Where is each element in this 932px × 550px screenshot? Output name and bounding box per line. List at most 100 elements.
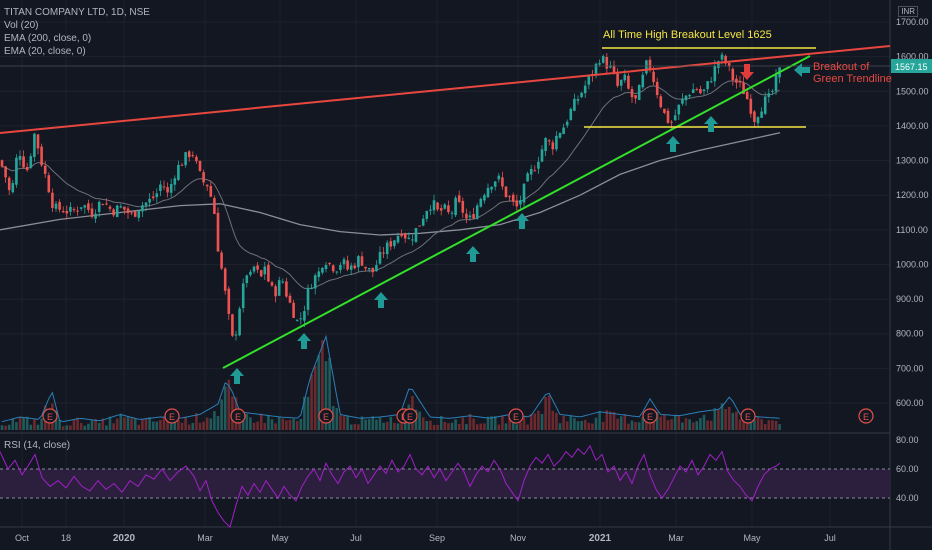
price-axis[interactable]: 1700.00 1600.00 1500.00 1400.00 1300.00 1200.… bbox=[896, 17, 929, 408]
candle-body bbox=[508, 196, 511, 198]
candle-body bbox=[526, 173, 529, 182]
candle-body bbox=[378, 252, 382, 264]
vol-indicator-label[interactable]: Vol (20) bbox=[4, 20, 39, 31]
candle-body bbox=[234, 334, 238, 336]
candle-body bbox=[252, 266, 256, 272]
ema200-indicator-label[interactable]: EMA (200, close, 0) bbox=[4, 33, 92, 44]
earnings-marker-label: E bbox=[169, 412, 175, 422]
candle-body bbox=[115, 205, 119, 218]
volume-bar bbox=[241, 413, 245, 430]
candle-body bbox=[403, 233, 407, 239]
candles[interactable] bbox=[0, 52, 781, 341]
candle-body bbox=[533, 170, 537, 172]
candle-body bbox=[717, 61, 720, 68]
up-arrow-icon bbox=[230, 368, 244, 384]
candle-body bbox=[245, 275, 249, 283]
volume-bar bbox=[22, 417, 25, 430]
volume-bar bbox=[267, 415, 270, 430]
rsi-tick-label: 80.00 bbox=[896, 435, 919, 445]
candle-body bbox=[443, 204, 447, 209]
volume-bar bbox=[310, 374, 313, 430]
volume-bar bbox=[371, 416, 375, 430]
candle-body bbox=[555, 135, 558, 150]
volume-bar bbox=[112, 423, 115, 430]
volume-bar bbox=[288, 419, 292, 430]
candle-body bbox=[724, 55, 727, 64]
volume-bar bbox=[357, 424, 360, 430]
volume-bar bbox=[324, 361, 328, 430]
candle-body bbox=[706, 81, 709, 90]
volume-bar bbox=[97, 423, 101, 430]
candle-body bbox=[753, 111, 756, 122]
volume-bar bbox=[519, 422, 522, 430]
volume-bar bbox=[774, 420, 778, 430]
candle-body bbox=[162, 186, 166, 188]
symbol-title[interactable]: TITAN COMPANY LTD, 1D, NSE bbox=[4, 7, 150, 18]
candle-body bbox=[601, 56, 605, 63]
candle-body bbox=[666, 110, 670, 123]
candle-body bbox=[306, 288, 310, 310]
candle-body bbox=[29, 156, 33, 168]
volume-bar bbox=[623, 414, 627, 430]
candle-body bbox=[295, 319, 299, 321]
price-tick-label: 1600.00 bbox=[896, 52, 929, 62]
candle-body bbox=[515, 200, 519, 207]
candle-body bbox=[727, 63, 731, 67]
candle-body bbox=[558, 132, 562, 138]
volume-bar bbox=[263, 422, 267, 430]
candle-body bbox=[339, 265, 342, 271]
volume-bar bbox=[501, 415, 504, 430]
red-trendline[interactable] bbox=[0, 45, 891, 134]
earnings-marker bbox=[402, 408, 418, 424]
candle-body bbox=[4, 166, 7, 178]
volume-bar bbox=[58, 419, 61, 430]
volume-bar bbox=[436, 424, 439, 430]
volume-bar bbox=[7, 424, 11, 430]
chart-legend: TITAN COMPANY LTD, 1D, NSE Vol (20) EMA … bbox=[4, 6, 150, 58]
ema20-indicator-label[interactable]: EMA (20, close, 0) bbox=[4, 46, 86, 57]
volume-bar bbox=[65, 425, 69, 430]
candle-body bbox=[483, 195, 486, 201]
time-axis[interactable]: Oct 18 2020 Mar May Jul Sep Nov 2021 Mar May Jul bbox=[15, 533, 836, 544]
candle-body bbox=[511, 194, 515, 202]
volume-bar bbox=[778, 424, 781, 430]
candle-body bbox=[216, 212, 220, 252]
volume-bar bbox=[432, 425, 436, 430]
rsi-indicator-label[interactable]: RSI (14, close) bbox=[4, 440, 71, 451]
candle-body bbox=[771, 90, 774, 92]
volume-bar bbox=[259, 413, 263, 430]
candle-body bbox=[429, 209, 432, 211]
volume-bar bbox=[15, 422, 18, 430]
green-trendline[interactable] bbox=[222, 55, 811, 369]
volume-bar bbox=[457, 423, 461, 430]
candle-body bbox=[375, 265, 378, 272]
volume-bars bbox=[0, 340, 781, 430]
candle-body bbox=[288, 295, 292, 303]
volume-bar bbox=[61, 426, 65, 430]
volume-bar bbox=[220, 399, 223, 430]
volume-bar bbox=[630, 420, 634, 430]
candle-body bbox=[209, 186, 213, 197]
candle-body bbox=[573, 98, 576, 111]
volume-bar bbox=[328, 357, 331, 430]
candle-body bbox=[25, 166, 29, 171]
candle-body bbox=[97, 201, 101, 212]
ath-label: All Time High Breakout Level 1625 bbox=[603, 29, 772, 41]
earnings-markers[interactable]: EEEEEEEEEE bbox=[42, 408, 874, 424]
candle-body bbox=[367, 268, 371, 270]
volume-bar bbox=[202, 421, 205, 430]
time-tick-label: May bbox=[743, 533, 761, 543]
volume-bar bbox=[277, 417, 281, 430]
candle-body bbox=[497, 175, 501, 180]
volume-bar bbox=[738, 419, 742, 430]
down-arrow-icon bbox=[740, 64, 754, 80]
candle-body bbox=[655, 81, 659, 96]
price-tick-label: 800.00 bbox=[896, 329, 924, 339]
candle-body bbox=[475, 205, 479, 219]
volume-bar bbox=[450, 422, 454, 430]
candle-body bbox=[58, 202, 61, 210]
candle-body bbox=[126, 208, 130, 214]
volume-bar bbox=[252, 422, 256, 430]
